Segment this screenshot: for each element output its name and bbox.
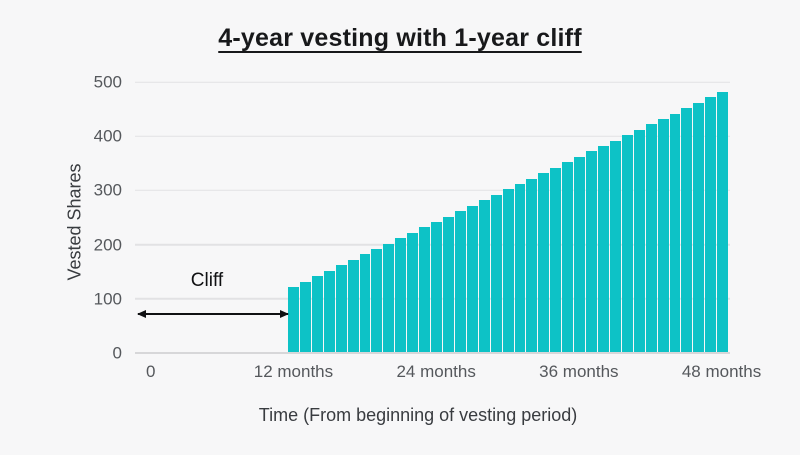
- bar-month-25: [442, 216, 454, 352]
- bar-month-46: [693, 102, 705, 352]
- gridline-y-300: [135, 189, 730, 192]
- cliff-annotation-label: Cliff: [190, 270, 224, 291]
- x-tick-label-24: 24 months: [396, 362, 476, 381]
- gridline-y-400: [135, 135, 730, 137]
- bar-month-16: [335, 265, 347, 352]
- bar-month-23: [419, 227, 431, 352]
- cliff-double-arrow: [137, 309, 289, 318]
- bar-month-42: [645, 124, 657, 352]
- bar-month-26: [454, 211, 466, 352]
- bar-month-21: [395, 238, 407, 352]
- bar-month-45: [681, 108, 693, 352]
- bar-month-15: [323, 270, 335, 352]
- bar-month-31: [514, 183, 526, 352]
- bar-month-24: [431, 221, 442, 352]
- bar-month-33: [538, 173, 550, 352]
- arrowhead-left-icon: [137, 309, 146, 318]
- bar-month-47: [705, 97, 717, 352]
- bars-container: [288, 81, 729, 352]
- bar-month-41: [633, 129, 645, 352]
- bar-month-12: [288, 286, 299, 352]
- bar-month-13: [299, 281, 311, 352]
- y-tick-label-200: 200: [93, 235, 122, 255]
- bar-month-38: [597, 146, 609, 352]
- bar-month-35: [562, 162, 574, 352]
- bar-month-44: [669, 113, 681, 352]
- y-tick-label-0: 0: [112, 343, 122, 363]
- x-tick-label-36: 36 months: [539, 362, 619, 381]
- bar-month-14: [311, 276, 323, 352]
- bar-month-29: [490, 194, 502, 352]
- chart-title: 4-year vesting with 1-year cliff: [218, 24, 582, 52]
- bar-month-30: [502, 189, 514, 352]
- bar-month-27: [466, 205, 478, 352]
- gridline-y-0: [135, 352, 730, 354]
- bar-month-19: [371, 249, 383, 352]
- bar-month-43: [657, 118, 669, 352]
- bar-month-39: [609, 140, 621, 352]
- x-tick-label-12: 12 months: [253, 362, 334, 381]
- x-axis-title: Time (From beginning of vesting period): [258, 405, 578, 425]
- x-tick-label-0: 0: [146, 362, 156, 381]
- bar-month-40: [621, 135, 633, 352]
- bar-month-48: [717, 91, 729, 352]
- y-tick-label-300: 300: [93, 180, 122, 200]
- y-axis-tick-labels: 0 100 200 300 400 500: [0, 74, 122, 362]
- bar-month-17: [347, 259, 359, 352]
- gridline-y-500: [135, 81, 730, 83]
- bar-month-20: [383, 243, 395, 352]
- x-axis-tick-labels: 0 12 months 24 months 36 months 48 months: [135, 362, 761, 386]
- plot-area: Cliff: [135, 81, 730, 354]
- bar-month-22: [407, 232, 419, 352]
- x-tick-label-48: 48 months: [681, 362, 762, 381]
- y-tick-label-100: 100: [93, 289, 122, 309]
- bar-month-34: [550, 167, 562, 352]
- bar-month-28: [478, 200, 490, 352]
- y-tick-label-400: 400: [93, 126, 122, 146]
- bar-month-18: [359, 254, 371, 352]
- arrowhead-right-icon: [280, 309, 289, 318]
- bar-month-37: [586, 151, 597, 352]
- y-tick-label-500: 500: [93, 72, 122, 92]
- bar-month-36: [574, 156, 586, 352]
- bar-month-32: [526, 178, 538, 352]
